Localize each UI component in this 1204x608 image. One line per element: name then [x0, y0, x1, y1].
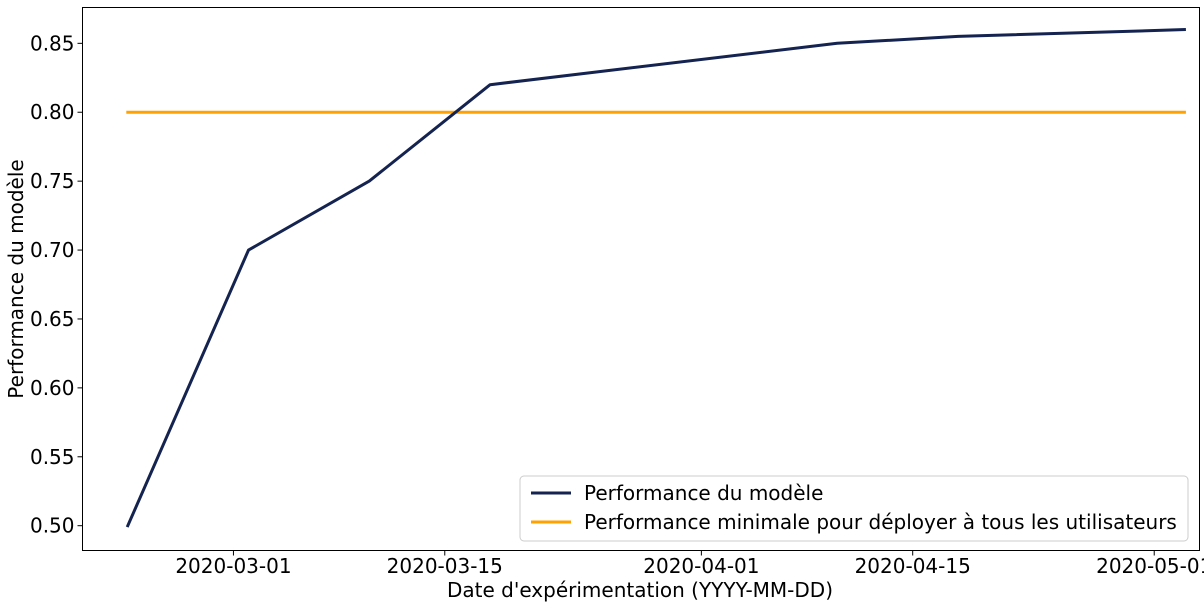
- series-line-1: [125, 28, 1186, 528]
- y-tick-label: 0.55: [30, 445, 75, 469]
- x-axis: 2020-03-01 2020-03-15 2020-04-01 2020-04-15…: [175, 550, 1204, 578]
- x-axis-label: Date d'expérimentation (YYYY-MM-DD): [447, 578, 833, 602]
- y-tick-label: 0.75: [30, 169, 75, 193]
- y-axis-label: Performance du modèle: [4, 159, 28, 398]
- x-tick-label: 2020-05-01: [1096, 554, 1204, 578]
- legend-label-1: Performance du modèle: [584, 481, 823, 505]
- legend: Performance du modèle Performance minimal…: [519, 475, 1189, 542]
- x-tick-label: 2020-04-15: [855, 554, 971, 578]
- y-tick-label: 0.70: [30, 238, 75, 262]
- x-tick-label: 2020-03-15: [387, 554, 503, 578]
- series-layer: [125, 28, 1186, 528]
- y-tick-label: 0.80: [30, 100, 75, 124]
- x-tick-label: 2020-04-01: [643, 554, 759, 578]
- legend-box: [519, 475, 1189, 542]
- plot-area: [82, 7, 1200, 551]
- y-tick-label: 0.60: [30, 376, 75, 400]
- y-axis: 0.50 0.55 0.60 0.65 0.70 0.75 0.80 0.85: [30, 31, 83, 538]
- y-tick-label: 0.85: [30, 31, 75, 55]
- y-tick-label: 0.65: [30, 307, 75, 331]
- x-tick-label: 2020-03-01: [175, 554, 291, 578]
- legend-label-2: Performance minimale pour déployer à tou…: [584, 510, 1177, 534]
- y-tick-label: 0.50: [30, 514, 75, 538]
